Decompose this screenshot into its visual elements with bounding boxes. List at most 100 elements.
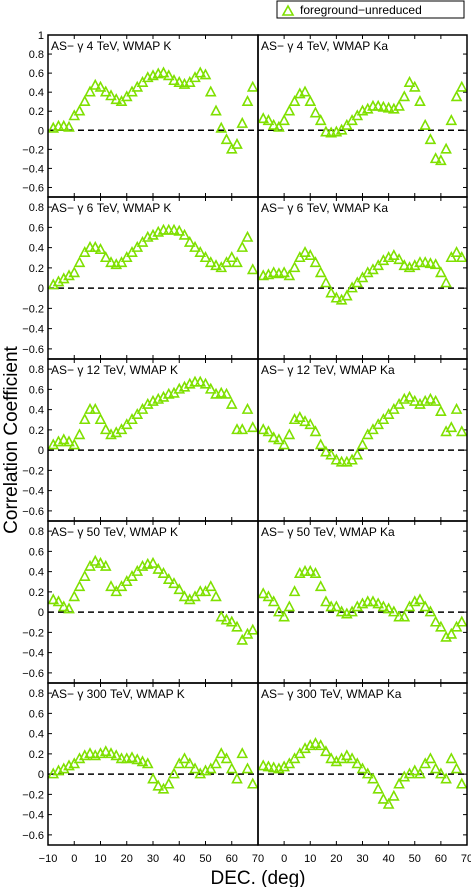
data-point — [131, 407, 144, 419]
x-axis-label: DEC. (deg) — [210, 868, 305, 887]
data-point — [361, 767, 374, 779]
data-point — [236, 116, 249, 128]
data-point — [246, 421, 259, 433]
data-point — [304, 94, 317, 107]
data-point — [215, 610, 228, 622]
data-point — [403, 600, 416, 612]
data-point — [78, 569, 91, 581]
data-point — [435, 620, 447, 632]
y-tick-label: 0.6 — [29, 546, 44, 558]
x-tick-label: 40 — [383, 853, 395, 865]
data-point — [63, 435, 75, 447]
data-point — [126, 413, 138, 425]
data-point — [288, 94, 301, 107]
data-point — [246, 777, 259, 789]
data-point — [450, 90, 463, 102]
x-tick-label: 60 — [226, 853, 238, 865]
data-point — [267, 761, 280, 773]
data-point — [419, 600, 432, 612]
data-point — [320, 276, 332, 288]
data-point — [299, 85, 311, 97]
data-point — [257, 423, 270, 435]
data-point — [189, 590, 201, 602]
data-point — [372, 782, 385, 794]
data-point — [388, 789, 400, 801]
data-point — [199, 377, 212, 389]
x-tick-label: −10 — [39, 853, 58, 865]
data-point — [372, 99, 385, 111]
data-point — [299, 415, 311, 427]
data-point — [314, 114, 327, 126]
panel-6: AS− γ 12 TeV, WMAP Ka — [257, 358, 468, 522]
data-point — [429, 394, 442, 406]
data-point — [94, 242, 107, 254]
data-point — [204, 256, 217, 268]
x-tick-label: 70 — [252, 853, 264, 865]
y-tick-label: −0.2 — [22, 303, 44, 315]
y-tick-label: 0.2 — [29, 749, 44, 761]
data-point — [293, 747, 306, 759]
data-point — [414, 593, 426, 605]
data-point — [429, 615, 442, 627]
data-point — [351, 448, 364, 460]
data-point — [78, 94, 91, 107]
data-point — [246, 80, 259, 92]
panel-title: AS− γ 6 TeV, WMAP K — [51, 201, 171, 215]
data-point — [398, 259, 411, 271]
data-point — [210, 104, 222, 116]
data-point — [283, 104, 296, 116]
panel-frame — [47, 196, 259, 360]
data-point — [131, 753, 144, 765]
panel-title: AS− γ 50 TeV, WMAP Ka — [261, 525, 395, 539]
data-point — [267, 266, 280, 278]
data-point — [199, 585, 212, 597]
y-tick-label: −0.4 — [22, 486, 44, 498]
data-point — [267, 118, 280, 130]
data-point — [162, 69, 175, 81]
data-point — [215, 386, 228, 398]
data-point — [450, 620, 463, 632]
x-tick-label: 30 — [147, 853, 159, 865]
data-point — [309, 256, 322, 268]
data-point — [455, 425, 468, 437]
data-point — [241, 402, 254, 414]
data-point — [267, 431, 280, 443]
data-point — [152, 779, 165, 791]
data-point — [262, 425, 275, 437]
data-point — [424, 605, 437, 617]
y-tick-label: −0.2 — [22, 465, 44, 477]
data-point — [408, 394, 421, 406]
y-tick-label: 0 — [38, 769, 44, 781]
data-point — [330, 453, 343, 465]
data-point — [199, 68, 212, 80]
data-point — [173, 757, 186, 769]
data-point — [178, 590, 191, 602]
y-tick-label: 0.8 — [29, 526, 44, 538]
data-point — [241, 94, 254, 107]
data-point — [393, 777, 405, 789]
panel-frame — [47, 682, 259, 846]
data-point — [445, 752, 458, 764]
data-point — [372, 259, 385, 271]
panel-title: AS− γ 300 TeV, WMAP Ka — [261, 687, 402, 701]
data-point — [99, 423, 112, 435]
y-tick-label: 0.8 — [29, 49, 44, 61]
data-point — [377, 413, 390, 425]
data-point — [377, 100, 390, 112]
data-point — [304, 249, 317, 261]
x-tick-label: 10 — [94, 853, 106, 865]
x-tick-label: 0 — [71, 853, 77, 865]
data-point — [120, 251, 133, 263]
y-tick-label: −0.2 — [22, 789, 44, 801]
panel-frame — [47, 358, 259, 522]
panel-frame — [257, 682, 468, 846]
data-point — [94, 413, 107, 425]
data-point — [204, 580, 217, 592]
data-point — [110, 93, 123, 105]
data-point — [78, 413, 91, 425]
data-point — [57, 433, 70, 445]
data-point — [120, 418, 133, 430]
legend-triangle-marker-icon — [281, 4, 295, 16]
data-point — [215, 747, 228, 759]
data-point — [73, 428, 86, 440]
